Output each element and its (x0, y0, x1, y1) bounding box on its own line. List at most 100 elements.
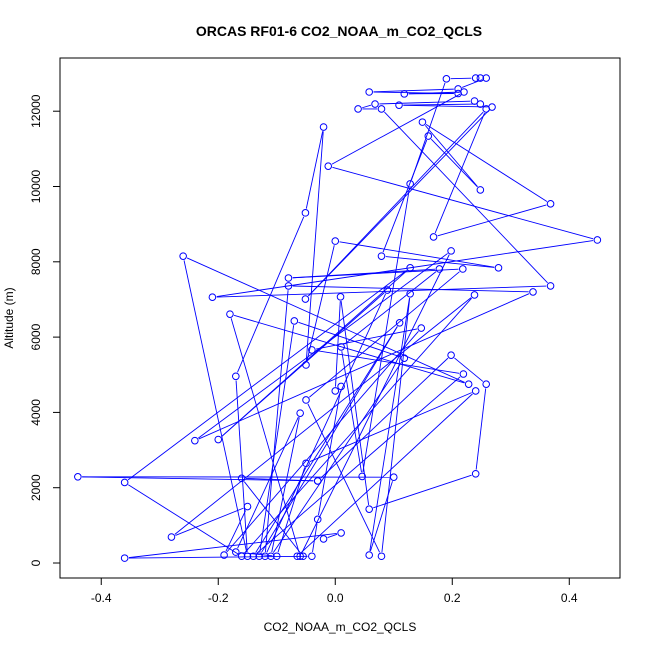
data-point (406, 180, 414, 188)
series-segment (216, 240, 594, 298)
data-point (296, 552, 304, 561)
data-point (377, 252, 386, 260)
series-segment (362, 188, 410, 473)
data-point (261, 552, 269, 561)
data-point (406, 264, 414, 272)
data-point (447, 247, 455, 255)
data-point (435, 265, 444, 273)
series-segment (128, 484, 239, 555)
series-segment (339, 241, 495, 268)
data-point (400, 90, 409, 98)
data-point (302, 459, 310, 468)
series-segment (403, 104, 488, 108)
data-point (120, 554, 129, 562)
data-point (476, 100, 485, 108)
series-segment (362, 104, 372, 109)
data-point (214, 435, 223, 444)
data-point (395, 101, 403, 109)
series-segment (408, 91, 460, 95)
data-point (454, 85, 462, 93)
data-point (179, 252, 187, 260)
data-point (301, 209, 310, 217)
series-segment (128, 555, 308, 559)
data-point (337, 529, 345, 537)
series-segment (341, 351, 362, 473)
series-segment (245, 477, 314, 482)
series-segment (256, 376, 461, 554)
data-point (324, 162, 333, 170)
x-tick-label: -0.4 (91, 591, 112, 605)
data-point (255, 552, 264, 561)
series-segment (309, 392, 472, 462)
data-point (546, 282, 555, 290)
data-point (354, 105, 362, 113)
y-tick-label: 6000 (29, 323, 43, 350)
data-point (476, 74, 485, 82)
series-segment (379, 100, 471, 105)
x-tick-label: 0.2 (444, 591, 461, 605)
series-segment (272, 361, 403, 553)
series-segment (454, 357, 484, 382)
data-point (365, 551, 373, 559)
x-tick-label: 0.4 (561, 591, 578, 605)
series-segment (403, 103, 477, 106)
data-point (331, 387, 340, 395)
series-segment (373, 88, 454, 93)
data-point (220, 551, 228, 559)
data-point (299, 552, 307, 561)
series-segment (230, 318, 300, 553)
y-axis: 0 2000 4000 6000 8000 10000 12000 (29, 94, 60, 566)
data-point (319, 123, 328, 131)
y-tick-label: 4000 (29, 399, 43, 426)
x-axis-label: CO2_NOAA_m_CO2_QCLS (264, 620, 417, 634)
data-point (546, 200, 555, 208)
series-segment (175, 507, 244, 536)
data-point (167, 533, 176, 541)
series-segment (198, 293, 530, 440)
series-segment (373, 474, 472, 509)
series-segment (312, 523, 318, 553)
data-point (237, 552, 246, 561)
data-point (482, 105, 491, 113)
data-point (365, 505, 373, 513)
data-point (470, 97, 479, 105)
series-segment (186, 257, 465, 383)
data-point (464, 380, 473, 388)
data-point (232, 372, 240, 381)
series-segment (264, 290, 289, 552)
data-point (383, 286, 392, 294)
data-point (226, 310, 234, 318)
data-point (267, 552, 275, 561)
data-point (208, 293, 217, 301)
series-segment (382, 139, 428, 253)
data-point (336, 293, 345, 301)
y-axis-label: Altitude (m) (2, 287, 16, 348)
data-point (191, 436, 199, 445)
series-segment (475, 388, 487, 470)
data-point (471, 74, 480, 82)
data-point (459, 370, 468, 378)
data-point (120, 478, 129, 487)
data-point (337, 382, 345, 391)
data-point (293, 552, 302, 561)
series-segment (292, 268, 436, 279)
data-point (319, 535, 328, 543)
data-point (447, 351, 455, 359)
series-segment (266, 293, 386, 553)
data-point (249, 552, 258, 561)
data-point (313, 477, 322, 485)
series-segment (316, 350, 460, 374)
data-point (337, 343, 345, 351)
data-point (400, 354, 409, 362)
plot-frame (59, 57, 621, 579)
series-segment (127, 270, 407, 481)
data-point (470, 291, 479, 299)
series-segment (434, 112, 485, 234)
data-point (529, 288, 537, 296)
series-segment (437, 204, 547, 237)
data-point (365, 88, 373, 96)
series-segment (237, 216, 305, 373)
series-segment (308, 109, 490, 297)
series-segment (298, 321, 401, 358)
data-point (308, 346, 316, 354)
